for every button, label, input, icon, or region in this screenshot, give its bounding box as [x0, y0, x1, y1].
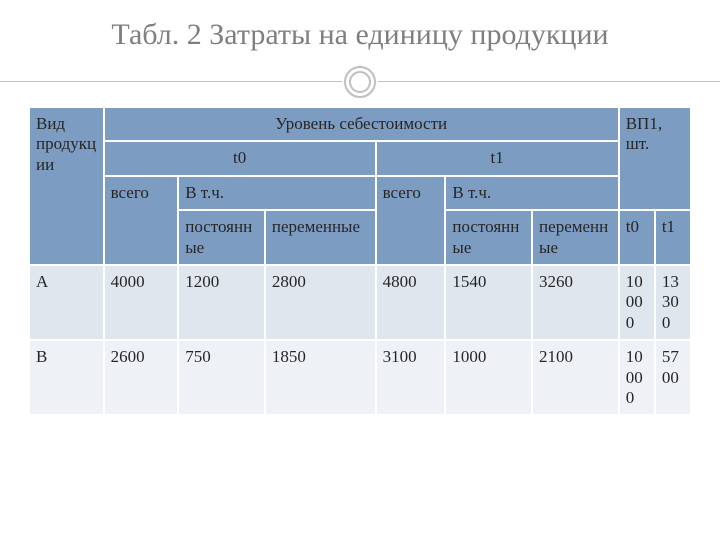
- col-vp-t1: t1: [655, 210, 691, 265]
- cell-vp-t0: 10000: [619, 265, 655, 340]
- cell-t0-total: 4000: [104, 265, 179, 340]
- col-t0-var: переменные: [265, 210, 376, 265]
- col-t1-total: всего: [376, 176, 446, 265]
- col-t1-fixed: постоянные: [445, 210, 532, 265]
- ring-icon: [342, 64, 378, 100]
- col-t1-incl: В т.ч.: [445, 176, 618, 210]
- col-t0: t0: [104, 141, 376, 175]
- slide-title: Табл. 2 Затраты на единицу продукции: [28, 18, 692, 52]
- cell-t1-total: 4800: [376, 265, 446, 340]
- cell-name: А: [29, 265, 104, 340]
- cell-vp-t0: 10000: [619, 340, 655, 415]
- title-divider: [28, 60, 692, 102]
- cell-t0-var: 1850: [265, 340, 376, 415]
- col-t1: t1: [376, 141, 619, 175]
- col-t1-var: переменные: [532, 210, 619, 265]
- cell-vp-t1: 13300: [655, 265, 691, 340]
- cell-t0-fixed: 1200: [178, 265, 265, 340]
- col-t0-total: всего: [104, 176, 179, 265]
- slide: Табл. 2 Затраты на единицу продукции Вид…: [0, 0, 720, 540]
- cell-t0-fixed: 750: [178, 340, 265, 415]
- costs-table: Вид продукции Уровень себестоимости ВП1,…: [28, 106, 692, 416]
- table-row: В 2600 750 1850 3100 1000 2100 10000 570…: [29, 340, 691, 415]
- cell-vp-t1: 5700: [655, 340, 691, 415]
- col-t0-incl: В т.ч.: [178, 176, 375, 210]
- table-row: А 4000 1200 2800 4800 1540 3260 10000 13…: [29, 265, 691, 340]
- cell-t1-var: 3260: [532, 265, 619, 340]
- col-level: Уровень себестоимости: [104, 107, 619, 141]
- cell-t1-fixed: 1000: [445, 340, 532, 415]
- cell-t0-total: 2600: [104, 340, 179, 415]
- col-vp-t0: t0: [619, 210, 655, 265]
- cell-t1-fixed: 1540: [445, 265, 532, 340]
- col-t0-fixed: постоянные: [178, 210, 265, 265]
- cell-t0-var: 2800: [265, 265, 376, 340]
- col-kind: Вид продукции: [29, 107, 104, 265]
- col-vp: ВП1, шт.: [619, 107, 691, 210]
- cell-name: В: [29, 340, 104, 415]
- cell-t1-total: 3100: [376, 340, 446, 415]
- cell-t1-var: 2100: [532, 340, 619, 415]
